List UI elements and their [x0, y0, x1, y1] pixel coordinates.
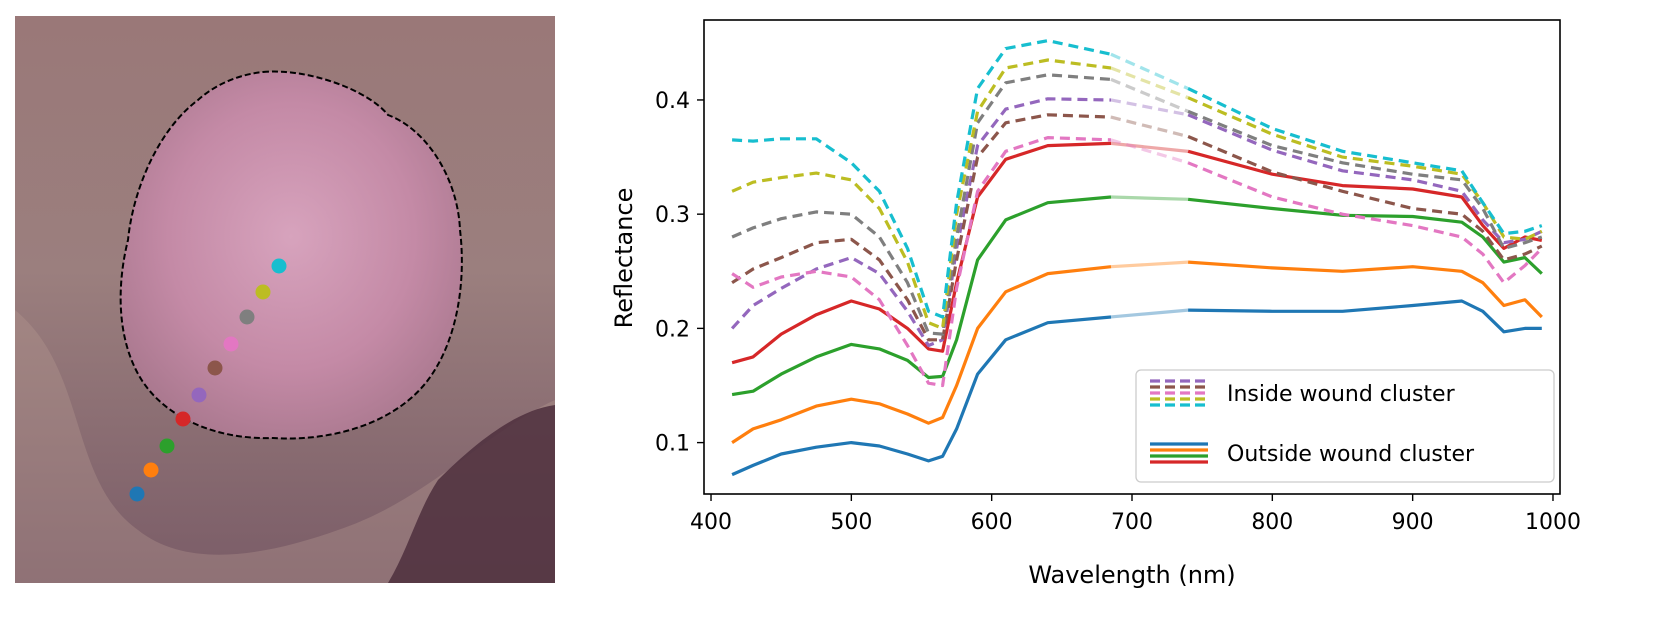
x-tick-label: 900 — [1392, 510, 1434, 535]
wound-markers — [129, 258, 287, 502]
series-gap-6 — [1110, 115, 1189, 139]
legend: Inside wound cluster Outside wound cluste… — [1135, 369, 1555, 483]
series-line-7-nir — [1187, 161, 1543, 285]
series-line-6-nir — [1187, 135, 1543, 262]
sample-marker-6 — [207, 360, 223, 376]
series-line-3-nir — [1187, 197, 1543, 275]
x-tick-label: 1000 — [1525, 510, 1581, 535]
wound-image — [15, 16, 555, 583]
series-line-9-vis — [731, 58, 1112, 330]
y-tick-label: 0.4 — [655, 89, 690, 114]
legend-box — [1135, 369, 1555, 483]
series-line-10-nir — [1187, 87, 1543, 236]
x-tick-label: 800 — [1251, 510, 1293, 535]
series-line-6-vis — [731, 113, 1112, 342]
y-tick-label: 0.2 — [655, 317, 690, 342]
series-gap-9 — [1110, 66, 1189, 100]
series-line-8-nir — [1187, 109, 1543, 250]
series-line-5-nir — [1187, 113, 1543, 245]
x-tick-label: 600 — [971, 510, 1013, 535]
x-ticks: 400 500 600 700 800 900 1000 — [690, 494, 1581, 535]
series-line-1-vis — [731, 315, 1112, 477]
sample-marker-8 — [239, 309, 255, 325]
series-line-2-vis — [731, 265, 1112, 444]
y-ticks: 0.1 0.2 0.3 0.4 — [655, 89, 704, 457]
sample-marker-1 — [129, 486, 145, 502]
series-line-3-vis — [731, 195, 1112, 397]
series-gap-1 — [1110, 308, 1189, 319]
sample-marker-3 — [159, 438, 175, 454]
x-axis-label: Wavelength (nm) — [1028, 561, 1235, 589]
series-gap-10 — [1110, 52, 1189, 90]
series-line-9-nir — [1187, 96, 1543, 241]
wound-outline — [119, 70, 463, 440]
series-line-10-vis — [732, 39, 1112, 319]
sample-marker-9 — [255, 284, 271, 300]
reflectance-chart: 400 500 600 700 800 900 1000 0.1 0.2 0.3 0.4 Wave… — [610, 19, 1581, 589]
series-gap-4 — [1110, 141, 1189, 153]
series-gap-5 — [1110, 98, 1189, 117]
series-line-7-vis — [731, 136, 1112, 388]
series-line-2-nir — [1187, 260, 1543, 319]
y-axis-label: Reflectance — [610, 188, 638, 329]
sample-marker-2 — [143, 462, 159, 478]
x-tick-label: 700 — [1111, 510, 1153, 535]
x-tick-label: 500 — [830, 510, 872, 535]
series-line-1-nir — [1188, 299, 1542, 334]
series-gap-8 — [1110, 77, 1189, 113]
legend-label: Outside wound cluster — [1227, 442, 1475, 467]
series-line-5-vis — [730, 97, 1112, 348]
series-gap-2 — [1110, 260, 1189, 269]
x-tick-label: 400 — [690, 510, 732, 535]
sample-marker-10 — [271, 258, 287, 274]
series-line-8-vis — [731, 73, 1112, 336]
sample-marker-7 — [223, 336, 239, 352]
gap-band-segments — [1110, 52, 1189, 319]
sample-marker-5 — [191, 387, 207, 403]
y-tick-label: 0.1 — [655, 432, 690, 457]
series-lines — [730, 39, 1543, 477]
series-line-4-vis — [731, 141, 1112, 365]
series-gap-7 — [1110, 138, 1189, 165]
sample-marker-4 — [175, 411, 191, 427]
dark-crevice — [388, 405, 555, 583]
series-gap-3 — [1110, 195, 1189, 201]
y-tick-label: 0.3 — [655, 203, 690, 228]
legend-label: Inside wound cluster — [1227, 382, 1456, 407]
